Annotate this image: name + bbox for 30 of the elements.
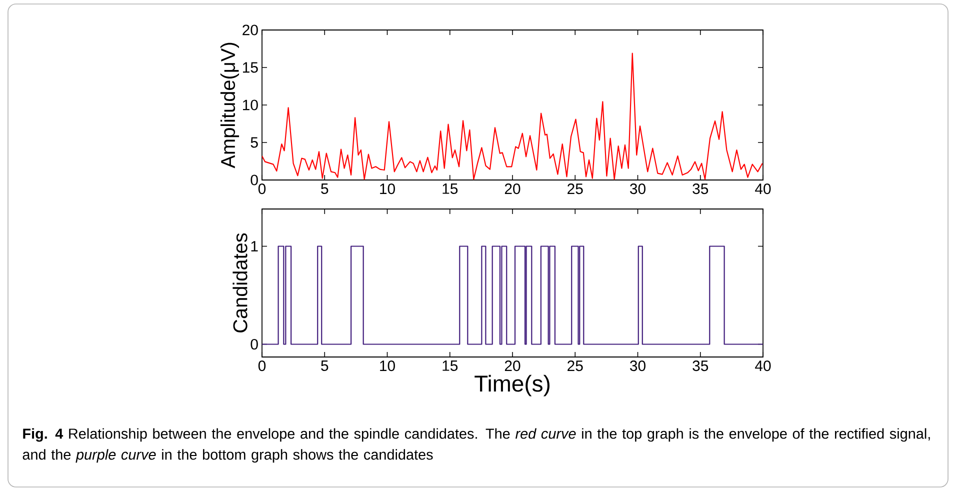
x-tick-label: 30 [630,184,646,194]
x-tick-label: 40 [755,184,771,194]
x-tick-label: 0 [258,184,266,194]
y-tick-label: 10 [243,100,258,110]
x-tick-label: 40 [755,360,771,372]
x-tick-label: 5 [321,360,328,371]
x-tick-label: 10 [380,360,395,372]
x-tick-label: 15 [442,360,458,371]
y-axis-title: Amplitude(μV) [220,42,240,168]
text: Fig. 4 Relationship between the envelope and the spindle candidates. The red curve in the top graph is the envelope of the rectified signal, and the purple curve in the bottom graph shows the candidates [22,428,930,463]
line-series [262,52,763,180]
x-tick-label: 10 [380,184,395,194]
y-tick-label: 1 [251,241,258,252]
x-tick-label: 15 [442,184,458,194]
y-axis-title: Candidates [232,233,248,332]
x-tick-label: 35 [692,360,708,372]
y-tick-label: 15 [243,62,258,73]
x-tick-label: 20 [504,184,520,194]
x-tick-label: 25 [568,360,583,372]
x-tick-label: 25 [568,184,583,194]
y-tick-label: 5 [250,137,258,148]
x-tick-label: 0 [258,360,266,372]
x-axis-title: Time(s) [474,374,550,396]
y-tick-label: 20 [242,24,258,36]
y-tick-label: 0 [250,174,258,186]
x-tick-label: 30 [630,360,646,372]
x-tick-label: 5 [321,184,328,194]
x-tick-label: 35 [692,184,708,194]
x-tick-label: 20 [504,360,520,372]
y-tick-label: 0 [250,338,258,350]
